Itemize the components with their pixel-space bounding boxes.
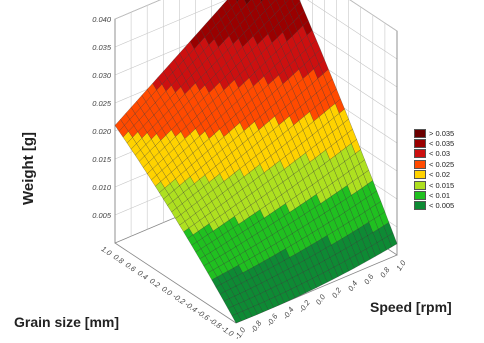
x-tick-label: 0.6 xyxy=(124,260,138,274)
legend-entry: < 0.035 xyxy=(414,138,455,149)
y-axis-label: Speed [rpm] xyxy=(370,299,452,315)
legend-label: < 0.01 xyxy=(429,191,451,201)
legend-swatch xyxy=(414,180,426,190)
y-tick-label: -0.8 xyxy=(249,318,264,334)
z-tick-label: 0.010 xyxy=(92,183,112,192)
z-tick-label: 0.015 xyxy=(92,155,112,164)
x-tick-label: 0.4 xyxy=(136,268,150,281)
x-tick-label: 0.2 xyxy=(148,276,162,290)
y-tick-label: 0.4 xyxy=(346,279,359,293)
legend-label: < 0.02 xyxy=(429,170,451,180)
z-gridline xyxy=(114,0,398,32)
legend-swatch xyxy=(414,201,426,211)
legend-label: < 0.035 xyxy=(429,139,455,149)
legend-swatch xyxy=(414,149,426,159)
y-tick-label: 0.6 xyxy=(362,272,376,286)
x-tick-label: 1.0 xyxy=(100,244,114,258)
legend-label: < 0.015 xyxy=(429,180,455,190)
legend-label: > 0.035 xyxy=(429,128,455,138)
y-tick-label: 0.0 xyxy=(314,292,328,306)
y-tick-label: 1.0 xyxy=(394,258,408,272)
y-tick-label: 0.2 xyxy=(330,285,344,299)
z-tick-label: 0.025 xyxy=(92,99,112,108)
y-tick-label: -0.4 xyxy=(281,305,296,321)
legend-entry: < 0.02 xyxy=(414,170,454,180)
z-tick-label: 0.020 xyxy=(92,127,112,136)
z-axis-label: Weight [g] xyxy=(20,131,37,205)
z-gridline xyxy=(114,0,398,60)
legend-entry: < 0.015 xyxy=(414,180,454,190)
x-tick-label: 0.8 xyxy=(112,252,126,266)
legend-swatch xyxy=(414,139,426,149)
legend-swatch xyxy=(414,128,426,138)
legend: > 0.035 < 0.035 < 0.03 < 0.025 < 0.02 < 0.015… xyxy=(414,128,454,211)
y-tick-label: -0.2 xyxy=(297,298,312,314)
z-tick-label: 0.005 xyxy=(92,211,112,220)
y-tick-label: -0.6 xyxy=(265,311,280,327)
legend-entry: < 0.005 xyxy=(414,201,454,211)
legend-entry: < 0.01 xyxy=(414,190,454,201)
z-tick-label: 0.035 xyxy=(92,43,112,52)
legend-swatch xyxy=(414,170,426,180)
y-tick-label: -1.0 xyxy=(233,325,248,341)
legend-entry: > 0.035 xyxy=(414,128,454,138)
z-tick-label: 0.040 xyxy=(92,15,112,24)
x-axis-label: Grain size [mm] xyxy=(14,314,120,330)
surface-mesh xyxy=(114,0,398,324)
surface-cell xyxy=(231,313,242,324)
z-tick-label: 0.030 xyxy=(92,71,112,80)
legend-swatch xyxy=(414,159,426,169)
y-tick-label: 0.8 xyxy=(378,265,392,279)
legend-label: < 0.03 xyxy=(429,149,451,159)
legend-entry: < 0.03 xyxy=(414,149,454,159)
legend-entry: < 0.025 xyxy=(414,159,454,169)
legend-label: < 0.005 xyxy=(429,201,455,211)
z-axis-ticks: 0.005 0.010 0.015 0.020 0.025 0.030 0.035 0.040 xyxy=(92,15,112,220)
legend-label: < 0.025 xyxy=(429,159,455,169)
legend-swatch xyxy=(414,191,426,201)
